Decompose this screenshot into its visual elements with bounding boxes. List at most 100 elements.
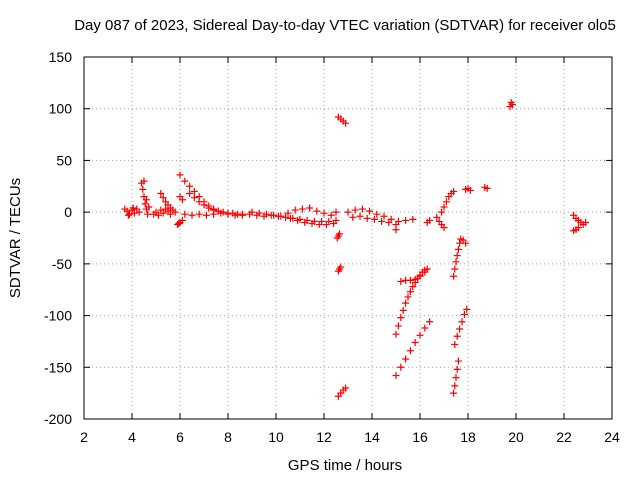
data-point bbox=[135, 208, 143, 216]
data-point bbox=[124, 211, 132, 219]
series-cluster-5.9 bbox=[174, 193, 186, 229]
data-point bbox=[186, 190, 194, 198]
series-band-9-11 bbox=[248, 204, 340, 220]
series-high-19.8 bbox=[506, 99, 516, 111]
series-cluster-3.8 bbox=[121, 204, 143, 219]
data-point bbox=[140, 177, 148, 185]
data-point bbox=[291, 206, 299, 214]
data-point bbox=[171, 208, 179, 216]
data-point bbox=[458, 318, 466, 326]
data-point bbox=[178, 216, 186, 224]
series-arc-6.0 bbox=[176, 171, 246, 218]
data-point bbox=[315, 221, 323, 229]
data-point bbox=[453, 365, 461, 373]
data-point bbox=[397, 363, 405, 371]
data-point bbox=[205, 204, 213, 212]
data-point bbox=[181, 210, 189, 218]
x-tick-label: 16 bbox=[412, 429, 428, 445]
data-point bbox=[460, 311, 468, 319]
data-point bbox=[358, 205, 366, 213]
data-point bbox=[195, 198, 203, 206]
data-point bbox=[262, 210, 270, 218]
y-tick-label: -200 bbox=[44, 411, 72, 427]
data-point bbox=[336, 230, 344, 238]
x-tick-label: 2 bbox=[80, 429, 88, 445]
data-point bbox=[456, 239, 464, 247]
data-point bbox=[507, 99, 515, 107]
data-point bbox=[186, 182, 194, 190]
data-point bbox=[406, 347, 414, 355]
data-point bbox=[130, 209, 138, 217]
data-point bbox=[370, 215, 378, 223]
data-point bbox=[450, 389, 458, 397]
data-point bbox=[366, 207, 374, 215]
data-point bbox=[202, 211, 210, 219]
data-point bbox=[306, 204, 314, 212]
series-steep-17.5 bbox=[451, 305, 471, 349]
data-point bbox=[320, 209, 328, 217]
data-point bbox=[409, 215, 417, 223]
data-point bbox=[397, 314, 405, 322]
data-point bbox=[440, 224, 448, 232]
series-steep-17.5-low bbox=[450, 357, 462, 397]
data-point bbox=[423, 265, 431, 273]
data-point bbox=[178, 196, 186, 204]
data-point bbox=[442, 198, 450, 206]
data-point bbox=[426, 216, 434, 224]
x-tick-label: 4 bbox=[128, 429, 136, 445]
series-cluster-5.0 bbox=[150, 205, 174, 219]
x-tick-label: 20 bbox=[508, 429, 524, 445]
data-point bbox=[231, 211, 239, 219]
data-point bbox=[190, 194, 198, 202]
data-point bbox=[330, 220, 338, 228]
plot-frame bbox=[83, 56, 613, 420]
data-point bbox=[406, 288, 414, 296]
data-point bbox=[282, 213, 290, 221]
data-point bbox=[582, 218, 590, 226]
y-tick-labels: 150 100 50 0 -50 -100 -150 -200 bbox=[44, 49, 72, 427]
data-point bbox=[145, 203, 153, 211]
data-point bbox=[392, 330, 400, 338]
x-axis-label: GPS time / hours bbox=[288, 457, 402, 474]
y-tick-label: -150 bbox=[44, 359, 72, 375]
data-point bbox=[270, 211, 278, 219]
data-point bbox=[210, 210, 218, 218]
data-point bbox=[298, 205, 306, 213]
data-point bbox=[406, 276, 414, 284]
data-point bbox=[181, 177, 189, 185]
data-point bbox=[126, 210, 134, 218]
data-point bbox=[385, 218, 393, 226]
data-point bbox=[394, 322, 402, 330]
series-cluster-15.6 bbox=[397, 265, 431, 285]
data-point bbox=[402, 216, 410, 224]
data-point bbox=[322, 221, 330, 229]
x-tick-label: 24 bbox=[604, 429, 620, 445]
x-tick-label: 18 bbox=[460, 429, 476, 445]
data-point bbox=[392, 226, 400, 234]
data-point bbox=[454, 357, 462, 365]
data-point bbox=[433, 213, 441, 221]
data-point bbox=[142, 196, 150, 204]
series-high-12.8 bbox=[334, 113, 350, 127]
data-point bbox=[456, 325, 464, 333]
data-point bbox=[411, 338, 419, 346]
x-tick-label: 8 bbox=[224, 429, 232, 445]
data-point bbox=[466, 186, 474, 194]
x-tick-label: 22 bbox=[556, 429, 572, 445]
data-point bbox=[308, 220, 316, 228]
data-point bbox=[337, 263, 345, 271]
data-point bbox=[294, 216, 302, 224]
series-band-10-12-low bbox=[286, 214, 338, 229]
series-sub-12.6 bbox=[333, 230, 350, 400]
chart-title: Day 087 of 2023, Sidereal Day-to-day VTE… bbox=[74, 17, 616, 34]
data-point bbox=[363, 214, 371, 222]
data-point bbox=[175, 220, 183, 228]
data-point bbox=[166, 210, 174, 218]
data-point bbox=[440, 203, 448, 211]
data-point bbox=[402, 299, 410, 307]
data-point bbox=[404, 293, 412, 301]
series-cluster-16.4 bbox=[423, 187, 458, 232]
x-tick-label: 12 bbox=[316, 429, 332, 445]
x-tick-label: 14 bbox=[364, 429, 380, 445]
y-tick-label: -100 bbox=[44, 308, 72, 324]
